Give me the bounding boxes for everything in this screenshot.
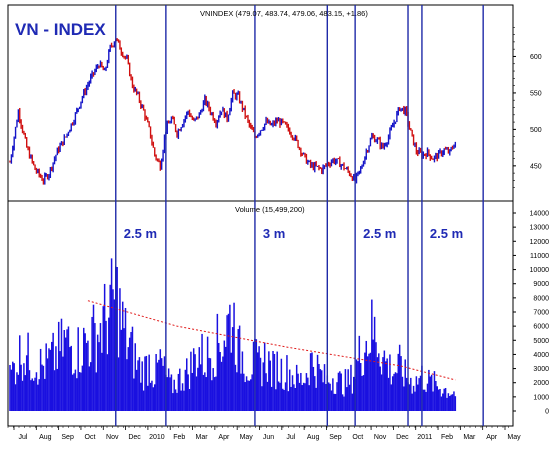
month-label: Sep <box>61 434 74 441</box>
month-label: Jun <box>263 434 274 441</box>
volume-tick-label: 0 <box>545 409 549 416</box>
volume-tick-label: 2000 <box>533 380 549 387</box>
price-tick-label: 500 <box>530 127 542 134</box>
volume-tick-label: 5000 <box>533 338 549 345</box>
month-label: Mar <box>196 434 209 441</box>
month-label: Mar <box>463 434 476 441</box>
volume-trend-line <box>87 300 456 381</box>
span-label: 2.5 m <box>430 226 463 241</box>
month-label: Dec <box>128 434 141 441</box>
price-tick-label: 600 <box>530 54 542 61</box>
axes: 6005505004501400013000120001100010000900… <box>7 26 550 441</box>
span-label: 3 m <box>263 226 285 241</box>
volume-tick-label: 7000 <box>533 310 549 317</box>
price-tick-label: 450 <box>530 163 542 170</box>
volume-header: Volume (15,499,200) <box>235 205 305 214</box>
month-label: 2011 <box>417 434 432 441</box>
month-label: Apr <box>218 434 230 441</box>
month-label: Jul <box>19 434 28 441</box>
month-label: Apr <box>486 434 498 441</box>
month-label: 2010 <box>149 434 165 441</box>
price-series <box>9 38 457 185</box>
event-markers <box>115 5 484 426</box>
volume-tick-label: 4000 <box>533 352 549 359</box>
price-tick-label: 550 <box>530 90 542 97</box>
volume-tick-label: 14000 <box>530 211 550 218</box>
volume-tick-label: 9000 <box>533 281 549 288</box>
volume-tick-label: 13000 <box>530 225 550 232</box>
price-panel-frame <box>7 4 514 202</box>
month-label: Nov <box>374 434 387 441</box>
month-label: Aug <box>39 434 52 441</box>
month-label: Dec <box>396 434 409 441</box>
month-label: Nov <box>106 434 119 441</box>
span-labels: 2.5 m 3 m 2.5 m 2.5 m <box>124 226 463 241</box>
volume-tick-label: 1000 <box>533 394 549 401</box>
span-label: 2.5 m <box>124 226 157 241</box>
volume-tick-label: 8000 <box>533 295 549 302</box>
month-label: May <box>240 434 254 441</box>
month-label: Jul <box>286 434 295 441</box>
volume-tick-label: 3000 <box>533 366 549 373</box>
month-label: Oct <box>85 434 96 441</box>
month-label: Feb <box>173 434 185 441</box>
volume-tick-label: 6000 <box>533 324 549 331</box>
volume-tick-label: 10000 <box>530 267 550 274</box>
chart-title: VN - INDEX <box>15 20 106 39</box>
span-label: 2.5 m <box>363 226 396 241</box>
month-label: Aug <box>307 434 320 441</box>
month-label: Oct <box>352 434 363 441</box>
month-label: Sep <box>329 434 342 441</box>
price-header: VNINDEX (479.07, 483.74, 479.06, 483.15,… <box>200 9 368 18</box>
volume-tick-label: 12000 <box>530 239 550 246</box>
volume-tick-label: 11000 <box>530 253 549 260</box>
month-label: May <box>507 434 521 441</box>
volume-trend <box>87 300 456 381</box>
month-label: Feb <box>441 434 453 441</box>
